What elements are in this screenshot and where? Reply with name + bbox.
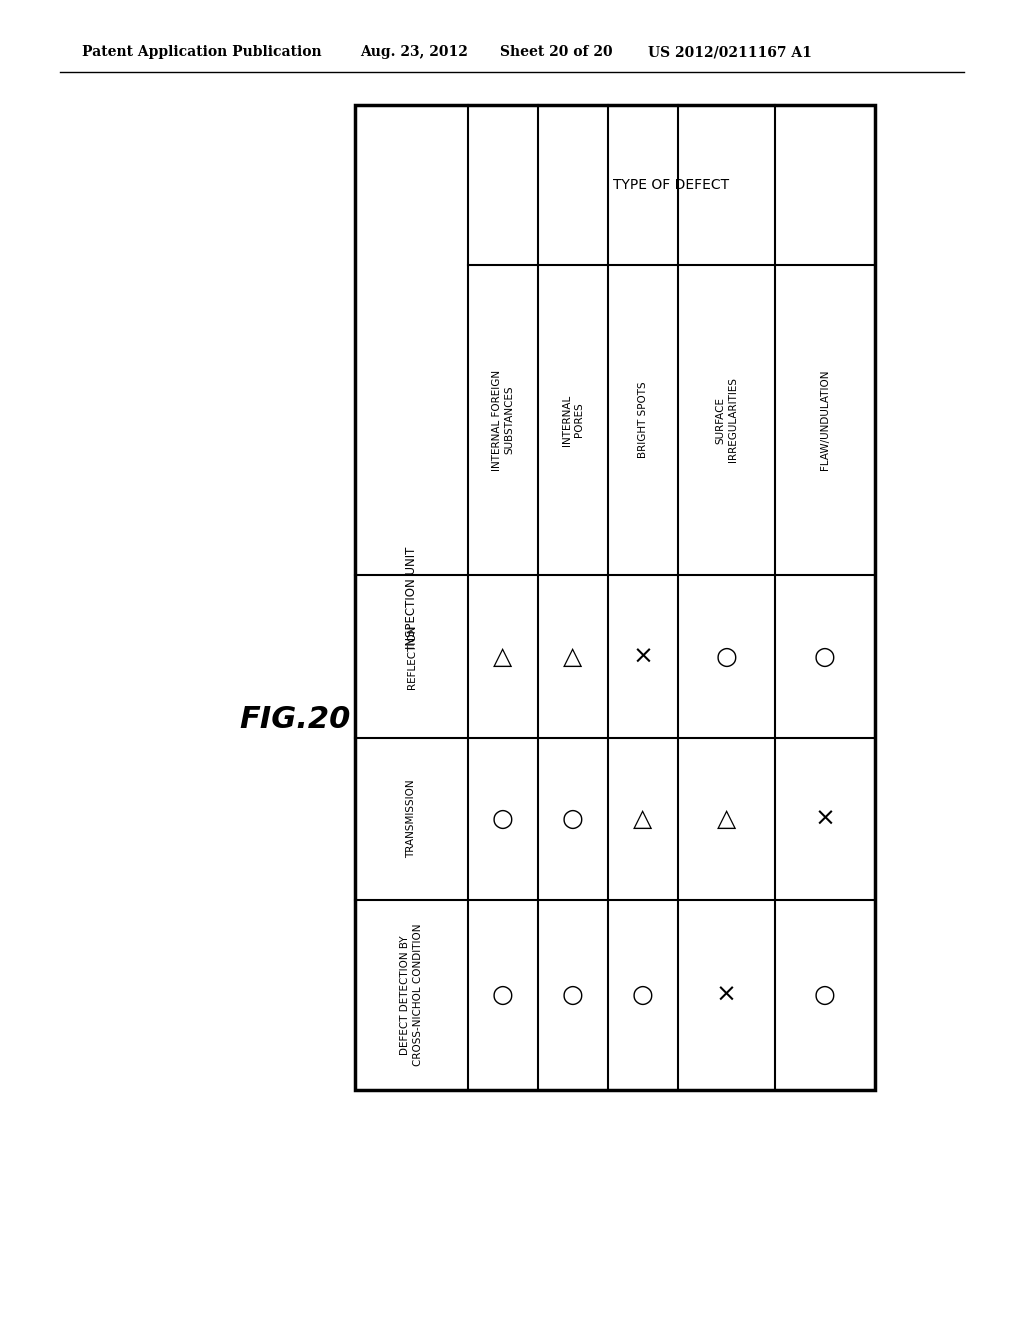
Text: ○: ○ xyxy=(814,644,836,668)
Text: ○: ○ xyxy=(493,807,514,832)
Text: INTERNAL FOREIGN
SUBSTANCES: INTERNAL FOREIGN SUBSTANCES xyxy=(492,370,514,470)
Text: SURFACE
IRREGULARITIES: SURFACE IRREGULARITIES xyxy=(716,378,737,462)
Text: ×: × xyxy=(633,644,653,668)
Text: ○: ○ xyxy=(562,807,584,832)
Text: REFLECTION: REFLECTION xyxy=(407,624,417,689)
Text: ○: ○ xyxy=(716,644,737,668)
Text: US 2012/0211167 A1: US 2012/0211167 A1 xyxy=(648,45,812,59)
Bar xyxy=(355,106,874,1090)
Text: BRIGHT SPOTS: BRIGHT SPOTS xyxy=(638,381,648,458)
Text: TYPE OF DEFECT: TYPE OF DEFECT xyxy=(613,178,729,191)
Text: Sheet 20 of 20: Sheet 20 of 20 xyxy=(500,45,612,59)
Text: INSPECTION UNIT: INSPECTION UNIT xyxy=(406,546,418,648)
Text: FIG.20: FIG.20 xyxy=(240,705,350,734)
Text: △: △ xyxy=(717,807,736,832)
Text: ○: ○ xyxy=(562,983,584,1007)
Text: ×: × xyxy=(716,983,737,1007)
Text: ○: ○ xyxy=(632,983,654,1007)
Text: △: △ xyxy=(563,644,583,668)
Text: TRANSMISSION: TRANSMISSION xyxy=(407,780,417,858)
Text: ○: ○ xyxy=(493,983,514,1007)
Text: △: △ xyxy=(634,807,652,832)
Text: △: △ xyxy=(494,644,513,668)
Text: DEFECT DETECTION BY
CROSS-NICHOL CONDITION: DEFECT DETECTION BY CROSS-NICHOL CONDITI… xyxy=(400,924,423,1067)
Text: INTERNAL
PORES: INTERNAL PORES xyxy=(562,395,585,446)
Text: Patent Application Publication: Patent Application Publication xyxy=(82,45,322,59)
Text: ○: ○ xyxy=(814,983,836,1007)
Text: ×: × xyxy=(814,807,836,832)
Text: FLAW/UNDULATION: FLAW/UNDULATION xyxy=(820,370,830,470)
Text: Aug. 23, 2012: Aug. 23, 2012 xyxy=(360,45,468,59)
